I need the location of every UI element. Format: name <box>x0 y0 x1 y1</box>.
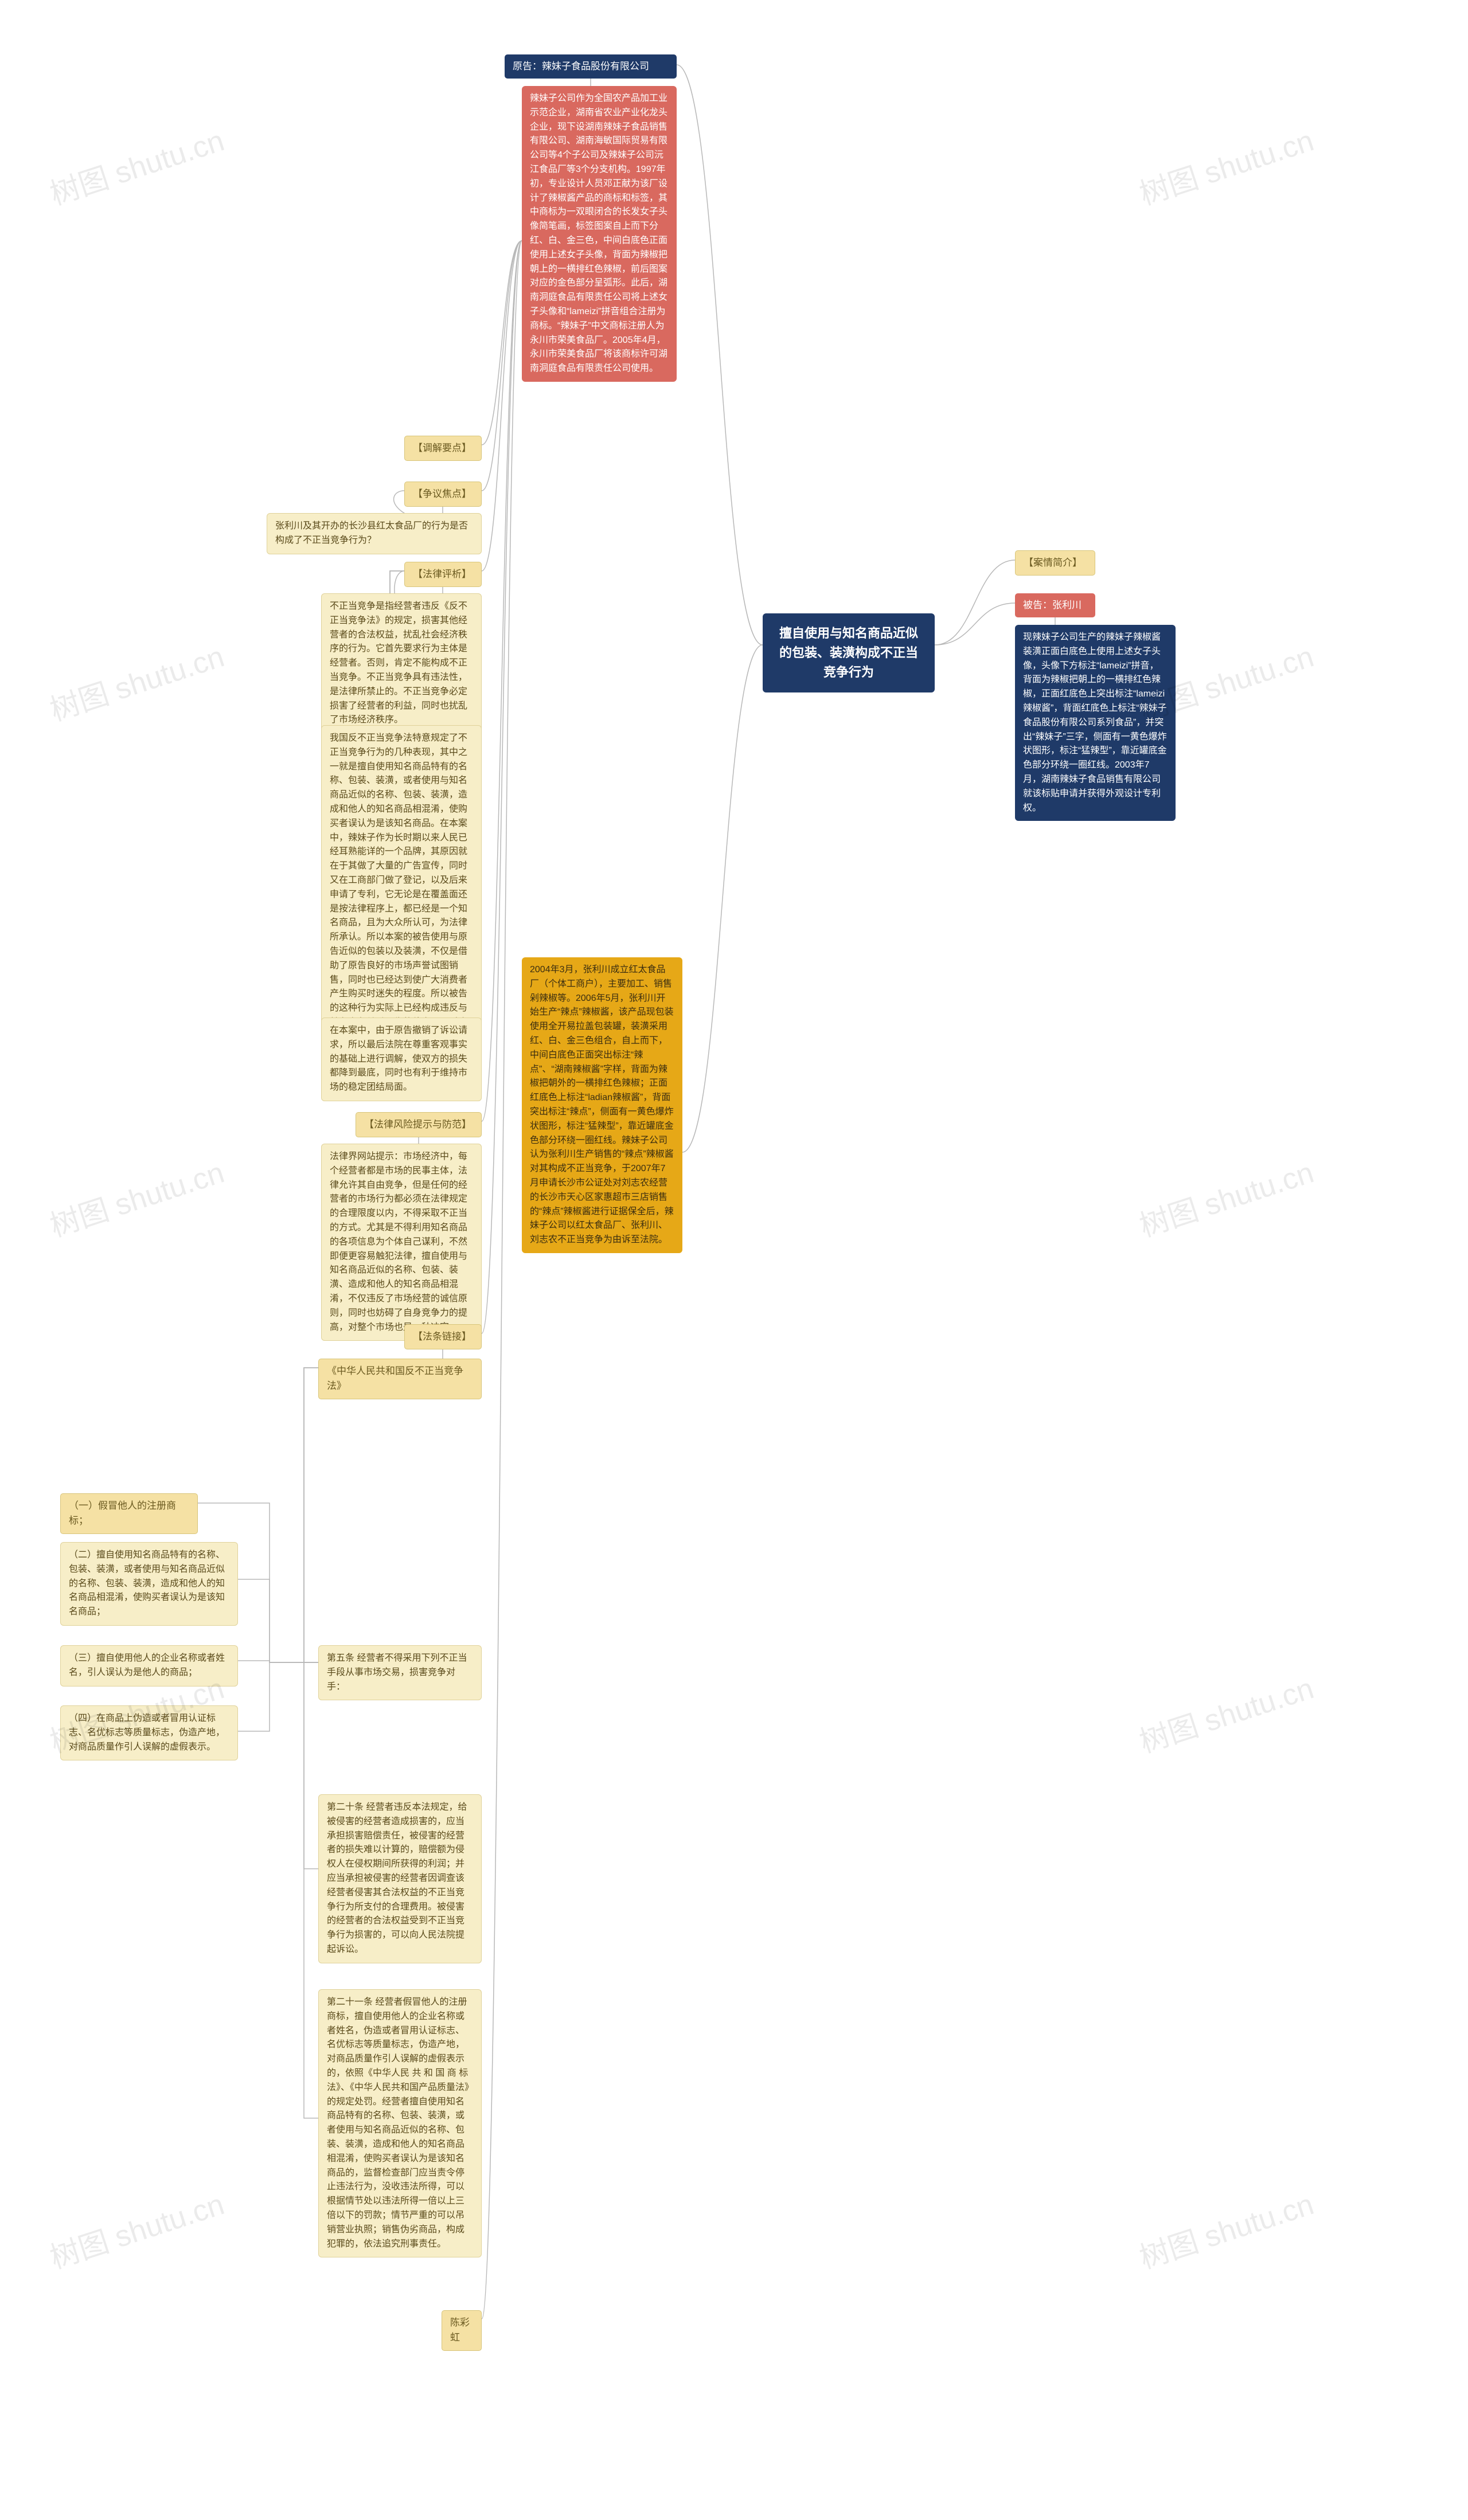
legal-review-label: 【法律评析】 <box>404 562 482 587</box>
article-5-item-3: （三）擅自使用他人的企业名称或者姓名，引人误认为是他人的商品； <box>60 1645 238 1686</box>
watermark: 树图 shutu.cn <box>1133 1664 1318 1761</box>
article-5-item-2: （二）擅自使用知名商品特有的名称、包装、装潢，或者使用与知名商品近似的名称、包装… <box>60 1542 238 1626</box>
law-link-label: 【法条链接】 <box>404 1324 482 1349</box>
article-5-label: 第五条 经营者不得采用下列不正当手段从事市场交易，损害竞争对手： <box>318 1645 482 1700</box>
dispute-body: 张利川及其开办的长沙县红太食品厂的行为是否构成了不正当竞争行为？ <box>267 513 482 554</box>
yellow-narrative: 2004年3月，张利川成立红太食品厂（个体工商户），主要加工、销售剁辣椒等。20… <box>522 957 682 1253</box>
article-20: 第二十条 经营者违反本法规定，给被侵害的经营者造成损害的，应当承担损害赔偿责任，… <box>318 1794 482 1963</box>
risk-body: 法律界网站提示：市场经济中，每个经营者都是市场的民事主体，法律允许其自由竞争，但… <box>321 1144 482 1341</box>
risk-label: 【法律风险提示与防范】 <box>356 1112 482 1137</box>
watermark: 树图 shutu.cn <box>44 2180 229 2277</box>
dispute-label: 【争议焦点】 <box>404 482 482 507</box>
article-21: 第二十一条 经营者假冒他人的注册商标，擅自使用他人的企业名称或者姓名，伪造或者冒… <box>318 1989 482 2257</box>
watermark: 树图 shutu.cn <box>44 632 229 729</box>
article-5-item-1: （一）假冒他人的注册商标； <box>60 1493 198 1534</box>
plaintiff-body: 辣妹子公司作为全国农产品加工业示范企业，湖南省农业产业化龙头企业，现下设湖南辣妹… <box>522 86 677 382</box>
connector-lines <box>0 0 1468 2520</box>
plaintiff-label: 原告：辣妹子食品股份有限公司 <box>505 54 677 79</box>
watermark: 树图 shutu.cn <box>1133 116 1318 213</box>
center-topic: 擅自使用与知名商品近似 的包装、装潢构成不正当 竞争行为 <box>763 613 935 692</box>
watermark: 树图 shutu.cn <box>1133 2180 1318 2277</box>
watermark: 树图 shutu.cn <box>44 1148 229 1245</box>
watermark: 树图 shutu.cn <box>1133 1148 1318 1245</box>
legal-review-1: 不正当竞争是指经营者违反《反不正当竞争法》的规定，损害其他经营者的合法权益，扰乱… <box>321 593 482 734</box>
mediation-label: 【调解要点】 <box>404 436 482 461</box>
case-intro-label: 【案情简介】 <box>1015 550 1095 576</box>
defendant-body: 现辣妹子公司生产的辣妹子辣椒酱装潢正面白底色上使用上述女子头像，头像下方标注“l… <box>1015 625 1176 821</box>
watermark: 树图 shutu.cn <box>44 116 229 213</box>
author-label: 陈彩虹 <box>442 2310 482 2351</box>
legal-review-3: 在本案中，由于原告撤销了诉讼请求，所以最后法院在尊重客观事实的基础上进行调解，使… <box>321 1018 482 1101</box>
defendant-label: 被告：张利川 <box>1015 593 1095 617</box>
law-name: 《中华人民共和国反不正当竞争法》 <box>318 1359 482 1399</box>
article-5-item-4: （四）在商品上伪造或者冒用认证标志、名优标志等质量标志，伪造产地，对商品质量作引… <box>60 1705 238 1760</box>
